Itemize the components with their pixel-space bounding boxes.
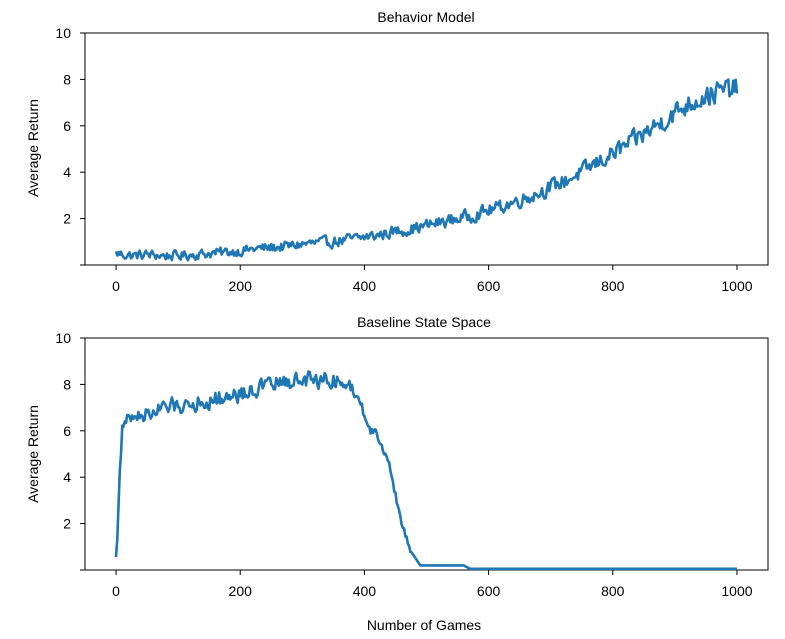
- subplot-behavior-model: Behavior Model Average Return 0 200 400 600…: [25, 9, 769, 294]
- y-ticks: 2 4 6 8 10: [55, 25, 85, 266]
- x-tick-label: 400: [353, 583, 377, 599]
- y-axis-label: Average Return: [25, 99, 41, 197]
- y-tick-label: 4: [63, 164, 71, 180]
- y-tick-label: 6: [63, 423, 71, 439]
- x-tick-label: 1000: [721, 278, 752, 294]
- x-ticks: 0 200 400 600 800 1000: [112, 570, 753, 599]
- axes-frame: [84, 32, 769, 266]
- x-ticks: 0 200 400 600 800 1000: [112, 265, 753, 294]
- subplot-baseline-state-space: Baseline State Space Average Return 0 200…: [25, 314, 769, 633]
- x-tick-label: 800: [601, 278, 625, 294]
- x-axis-label: Number of Games: [367, 617, 481, 633]
- y-tick-label: 10: [55, 330, 71, 346]
- y-tick-label: 10: [55, 25, 71, 41]
- chart-title: Baseline State Space: [357, 314, 491, 330]
- x-tick-label: 200: [229, 278, 253, 294]
- y-tick-label: 4: [63, 469, 71, 485]
- y-tick-label: 2: [63, 516, 71, 532]
- x-tick-label: 0: [112, 278, 120, 294]
- x-tick-label: 0: [112, 583, 120, 599]
- x-tick-label: 600: [477, 583, 501, 599]
- chart-title: Behavior Model: [377, 9, 474, 25]
- y-axis-label: Average Return: [25, 405, 41, 503]
- x-tick-label: 200: [229, 583, 253, 599]
- series-line: [114, 78, 739, 262]
- y-ticks: 2 4 6 8 10: [55, 330, 85, 571]
- y-tick-label: 8: [63, 71, 71, 87]
- series-line: [114, 370, 737, 571]
- x-tick-label: 800: [601, 583, 625, 599]
- plot-area: 0 200 400 600 800 1000 2 4 6 8 10: [55, 330, 769, 599]
- x-tick-label: 1000: [721, 583, 752, 599]
- plot-area: 0 200 400 600 800 1000 2 4 6 8 10: [55, 25, 769, 294]
- axes-frame: [84, 337, 769, 571]
- x-tick-label: 400: [353, 278, 377, 294]
- x-tick-label: 600: [477, 278, 501, 294]
- y-tick-label: 8: [63, 376, 71, 392]
- y-tick-label: 6: [63, 118, 71, 134]
- y-tick-label: 2: [63, 211, 71, 227]
